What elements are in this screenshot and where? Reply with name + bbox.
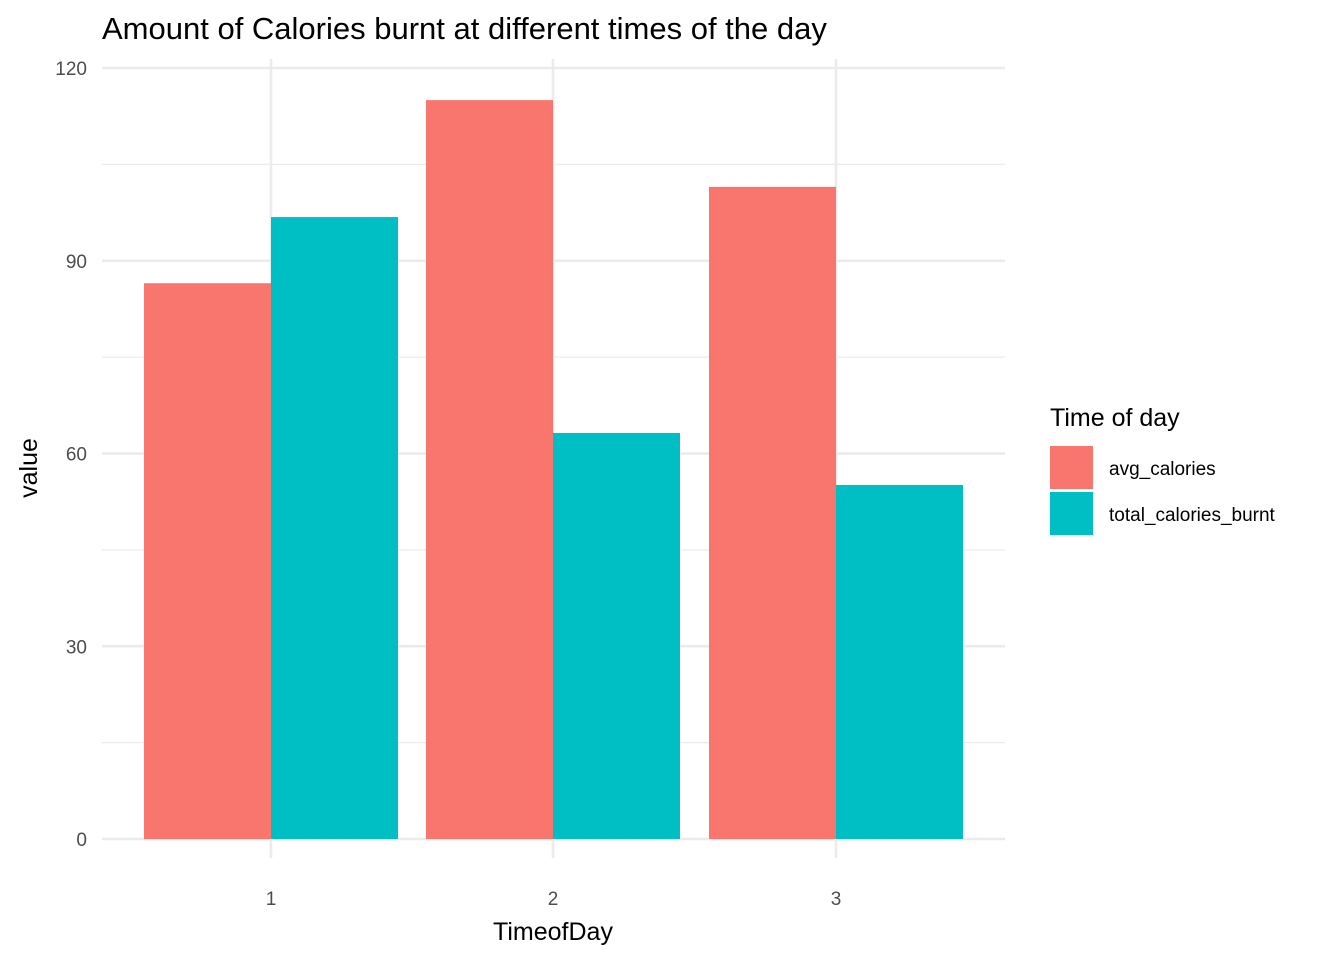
- legend-label: total_calories_burnt: [1109, 505, 1276, 526]
- x-tick-label: 1: [266, 889, 277, 910]
- bar-total-calories-burnt-2: [553, 432, 680, 839]
- y-tick-label: 60: [66, 445, 87, 466]
- legend-key-avg-calories: [1050, 446, 1093, 489]
- y-axis-ticks: 0 30 60 90 120: [55, 59, 87, 851]
- bar-total-calories-burnt-3: [836, 484, 963, 839]
- y-tick-label: 90: [66, 252, 87, 273]
- x-axis-ticks: 1 2 3: [266, 889, 842, 910]
- bar-avg-calories-1: [144, 283, 271, 839]
- legend-key-total-calories-burnt: [1050, 492, 1093, 535]
- y-tick-label: 30: [66, 637, 87, 658]
- legend-title: Time of day: [1050, 404, 1180, 432]
- bar-avg-calories-3: [709, 186, 836, 840]
- bars: [144, 100, 963, 840]
- legend: Time of day avg_calories total_calories_b…: [1050, 404, 1276, 535]
- x-axis-title: TimeofDay: [493, 918, 613, 946]
- x-tick-label: 3: [831, 889, 842, 910]
- bar-avg-calories-2: [426, 100, 553, 839]
- legend-label: avg_calories: [1109, 459, 1216, 480]
- x-tick-label: 2: [548, 889, 559, 910]
- y-tick-label: 0: [76, 830, 87, 851]
- y-axis-title: value: [15, 438, 43, 498]
- chart-title: Amount of Calories burnt at different ti…: [102, 11, 827, 46]
- bar-total-calories-burnt-1: [271, 217, 398, 839]
- y-tick-label: 120: [55, 59, 87, 80]
